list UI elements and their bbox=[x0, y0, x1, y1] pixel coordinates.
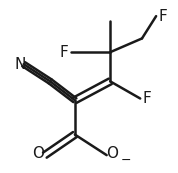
Text: −: − bbox=[121, 154, 131, 167]
Text: N: N bbox=[14, 57, 26, 72]
Text: O: O bbox=[106, 146, 118, 161]
Text: F: F bbox=[60, 45, 69, 60]
Text: F: F bbox=[159, 9, 167, 24]
Text: O: O bbox=[32, 146, 44, 161]
Text: F: F bbox=[143, 91, 152, 106]
